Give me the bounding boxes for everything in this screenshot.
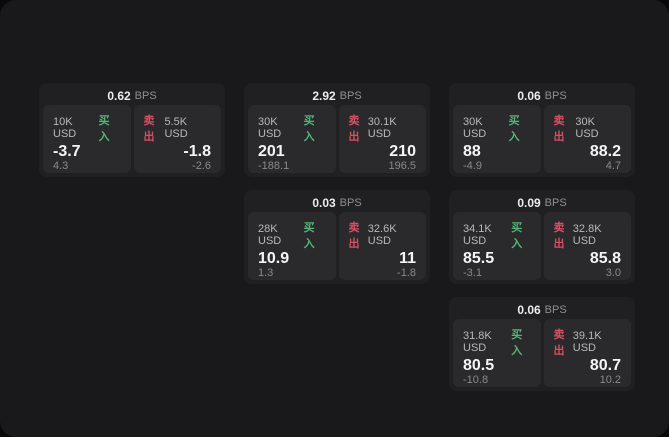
sell-delta: -1.8 <box>397 267 416 279</box>
buy-amount: 10K USD <box>53 116 77 140</box>
bps-unit: BPS <box>544 304 567 316</box>
buy-label: 买入 <box>508 115 520 143</box>
sell-price: 80.7 <box>589 357 621 374</box>
sell-price: 11 <box>399 250 416 267</box>
price-card-grid: 0.62 BPS 10K USD 买入 -3.7 4.3 卖出 5.5K USD <box>39 83 635 391</box>
card-header: 0.62 BPS <box>43 87 221 105</box>
card-header: 2.92 BPS <box>248 87 426 105</box>
price-card: 0.62 BPS 10K USD 买入 -3.7 4.3 卖出 5.5K USD <box>39 83 225 177</box>
sell-amount: 30.1K USD <box>367 116 397 140</box>
sell-amount: 5.5K USD <box>164 116 188 140</box>
sell-delta: 3.0 <box>605 267 621 279</box>
sell-tile[interactable]: 卖出 32.6K USD 11 -1.8 <box>338 212 426 280</box>
sell-amount: 32.8K USD <box>572 223 602 247</box>
sell-label: 卖出 <box>143 115 155 143</box>
bps-unit: BPS <box>339 90 362 102</box>
buy-delta: 4.3 <box>53 160 69 172</box>
buy-price: -3.7 <box>53 143 81 160</box>
sell-delta: 4.7 <box>605 160 621 172</box>
buy-tile[interactable]: 28K USD 买入 10.9 1.3 <box>248 212 336 280</box>
sell-tile[interactable]: 卖出 30.1K USD 210 196.5 <box>338 105 426 173</box>
sell-price: 210 <box>389 143 416 160</box>
card-header: 0.06 BPS <box>453 87 631 105</box>
buy-delta: -10.8 <box>463 374 489 386</box>
card-header: 0.03 BPS <box>248 194 426 212</box>
bps-unit: BPS <box>339 197 362 209</box>
sell-label: 卖出 <box>553 115 565 143</box>
bps-unit: BPS <box>544 90 567 102</box>
sell-tile[interactable]: 卖出 32.8K USD 85.8 3.0 <box>543 212 631 280</box>
buy-delta: 1.3 <box>258 267 274 279</box>
price-card: 2.92 BPS 30K USD 买入 201 -188.1 卖出 30.1K … <box>244 83 430 177</box>
price-card: 0.03 BPS 28K USD 买入 10.9 1.3 卖出 32.6K US… <box>244 190 430 284</box>
buy-amount: 28K USD <box>258 223 282 247</box>
sell-price: -1.8 <box>183 143 211 160</box>
sell-amount: 32.6K USD <box>367 223 397 247</box>
buy-label: 买入 <box>303 222 315 250</box>
buy-amount: 34.1K USD <box>463 223 492 247</box>
buy-tile[interactable]: 30K USD 买入 201 -188.1 <box>248 105 336 173</box>
sell-amount: 30K USD <box>575 116 599 140</box>
buy-tile[interactable]: 10K USD 买入 -3.7 4.3 <box>43 105 131 173</box>
buy-amount: 31.8K USD <box>463 330 492 354</box>
bps-value: 0.62 <box>107 89 131 103</box>
sell-tile[interactable]: 卖出 5.5K USD -1.8 -2.6 <box>133 105 221 173</box>
sell-label: 卖出 <box>553 329 565 357</box>
buy-tile[interactable]: 31.8K USD 买入 80.5 -10.8 <box>453 319 541 387</box>
sell-price: 85.8 <box>589 250 621 267</box>
price-card: 0.09 BPS 34.1K USD 买入 85.5 -3.1 卖出 32.8K… <box>449 190 635 284</box>
sell-label: 卖出 <box>348 115 360 143</box>
bps-value: 0.06 <box>517 89 541 103</box>
buy-label: 买入 <box>511 329 523 357</box>
sell-label: 卖出 <box>348 222 360 250</box>
buy-price: 10.9 <box>258 250 290 267</box>
buy-tile[interactable]: 34.1K USD 买入 85.5 -3.1 <box>453 212 541 280</box>
sell-delta: 196.5 <box>388 160 416 172</box>
bps-value: 0.03 <box>312 196 336 210</box>
card-header: 0.09 BPS <box>453 194 631 212</box>
bps-unit: BPS <box>544 197 567 209</box>
buy-price: 88 <box>463 143 481 160</box>
bps-value: 2.92 <box>312 89 336 103</box>
sell-delta: -2.6 <box>192 160 211 172</box>
price-card: 0.06 BPS 30K USD 买入 88 -4.9 卖出 30K USD <box>449 83 635 177</box>
sell-tile[interactable]: 卖出 39.1K USD 80.7 10.2 <box>543 319 631 387</box>
buy-delta: -188.1 <box>258 160 290 172</box>
buy-amount: 30K USD <box>258 116 282 140</box>
sell-label: 卖出 <box>553 222 565 250</box>
buy-price: 80.5 <box>463 357 495 374</box>
sell-tile[interactable]: 卖出 30K USD 88.2 4.7 <box>543 105 631 173</box>
buy-label: 买入 <box>511 222 523 250</box>
bps-value: 0.09 <box>517 196 541 210</box>
bps-value: 0.06 <box>517 303 541 317</box>
price-card: 0.06 BPS 31.8K USD 买入 80.5 -10.8 卖出 39.1… <box>449 297 635 391</box>
sell-price: 88.2 <box>589 143 621 160</box>
buy-tile[interactable]: 30K USD 买入 88 -4.9 <box>453 105 541 173</box>
sell-delta: 10.2 <box>599 374 621 386</box>
buy-label: 买入 <box>303 115 315 143</box>
card-header: 0.06 BPS <box>453 301 631 319</box>
bps-unit: BPS <box>134 90 157 102</box>
buy-delta: -4.9 <box>463 160 482 172</box>
buy-label: 买入 <box>98 115 110 143</box>
sell-amount: 39.1K USD <box>572 330 602 354</box>
buy-price: 85.5 <box>463 250 495 267</box>
buy-amount: 30K USD <box>463 116 487 140</box>
buy-price: 201 <box>258 143 285 160</box>
buy-delta: -3.1 <box>463 267 482 279</box>
